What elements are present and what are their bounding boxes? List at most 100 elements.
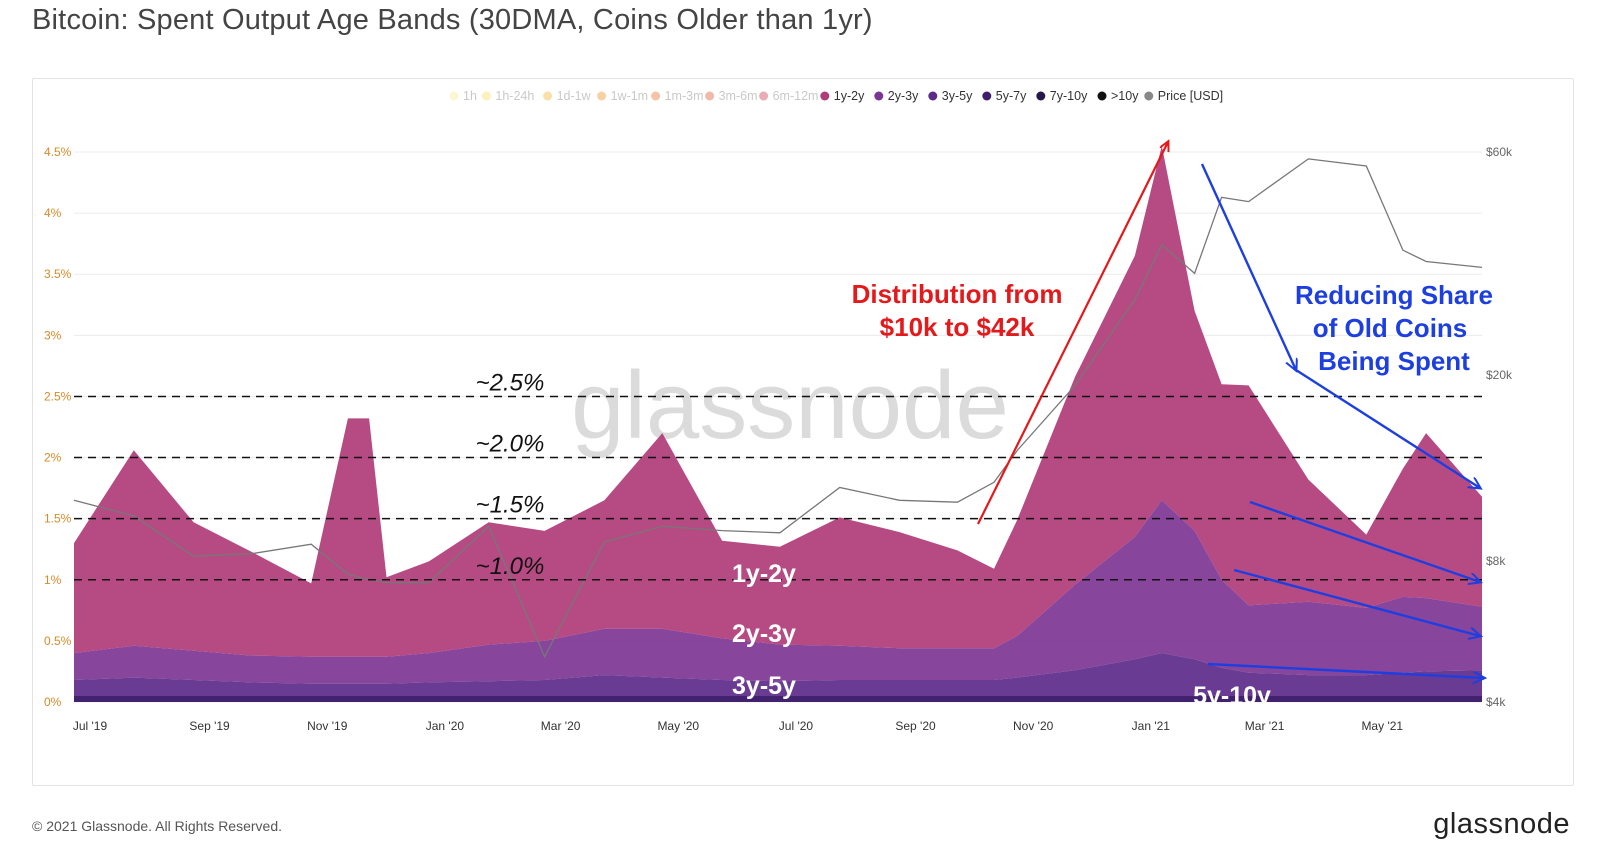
y-right-tick-label: $20k	[1486, 368, 1513, 382]
y-axis-left: 0% 0.5% 1% 1.5% 2% 2.5% 3% 3.5% 4% 4.5%	[44, 145, 72, 709]
x-tick-label: May '21	[1361, 719, 1403, 733]
y-tick-label: 3%	[44, 328, 62, 342]
legend-swatch	[874, 91, 884, 101]
x-tick-label: Mar '21	[1245, 719, 1285, 733]
legend-swatch	[982, 91, 992, 101]
legend-item: 5y-7y	[982, 89, 1027, 103]
x-tick-label: Sep '19	[189, 719, 230, 733]
x-tick-label: Jul '19	[73, 719, 108, 733]
legend-label: Price [USD]	[1158, 89, 1223, 103]
band-label: 5y-10y	[1193, 682, 1271, 710]
legend-label: 1m-3m	[665, 89, 704, 103]
reference-line-label: ~2.0%	[476, 431, 545, 458]
reducing-arrow	[1200, 163, 1296, 370]
legend-item: 1y-2y	[820, 89, 865, 103]
area-older-base	[74, 696, 1482, 702]
price-line	[73, 158, 1483, 659]
y-axis-right: $4k $8k $20k $60k	[1486, 145, 1513, 709]
y-tick-label: 0.5%	[44, 634, 72, 648]
legend-item: 1h-24h	[481, 89, 534, 103]
legend-label: 1y-2y	[834, 89, 865, 103]
reducing-label-line3: Being Spent	[1318, 346, 1470, 376]
area-1y-2y	[74, 145, 1482, 657]
legend-item: 3y-5y	[928, 89, 973, 103]
y-right-tick-label: $8k	[1486, 554, 1506, 568]
legend-item: 1d-1w	[543, 89, 592, 103]
band-label: 1y-2y	[732, 560, 796, 588]
x-tick-label: Jul '20	[779, 719, 814, 733]
y-tick-label: 4%	[44, 206, 62, 220]
x-tick-label: Nov '19	[307, 719, 348, 733]
legend-swatch	[928, 91, 938, 101]
legend-item: 1h	[449, 89, 477, 103]
y-tick-label: 3.5%	[44, 267, 72, 281]
legend-swatch	[481, 91, 491, 101]
y-tick-label: 1.5%	[44, 512, 72, 526]
reference-line-label: ~2.5%	[476, 369, 545, 396]
legend-label: 7y-10y	[1050, 89, 1088, 103]
legend-item: >10y	[1097, 89, 1139, 103]
legend-swatch	[1097, 91, 1107, 101]
distribution-arrow	[977, 142, 1168, 525]
legend-label: 1w-1m	[611, 89, 649, 103]
band-label: 2y-3y	[732, 620, 796, 648]
reducing-arrow	[1233, 568, 1480, 636]
legend-item: 1w-1m	[597, 89, 648, 103]
distribution-label-line1: Distribution from	[852, 279, 1063, 309]
price-line-group	[73, 158, 1483, 659]
legend-item: 3m-6m	[705, 89, 758, 103]
y-tick-label: 2%	[44, 451, 62, 465]
reducing-label-line1: Reducing Share	[1295, 280, 1493, 310]
x-axis: Jul '19 Sep '19 Nov '19 Jan '20 Mar '20 May '…	[73, 719, 1404, 733]
watermark: glassnode	[571, 352, 1009, 459]
legend-label: 3y-5y	[942, 89, 973, 103]
legend-swatch	[1036, 91, 1046, 101]
legend-swatch	[705, 91, 715, 101]
legend-label: 2y-3y	[888, 89, 919, 103]
reducing-label-line2: of Old Coins	[1313, 313, 1468, 343]
legend-swatch	[820, 91, 830, 101]
footer-copyright: © 2021 Glassnode. All Rights Reserved.	[32, 818, 283, 834]
x-tick-label: Jan '20	[426, 719, 465, 733]
y-tick-label: 4.5%	[44, 145, 72, 159]
band-label: 3y-5y	[732, 672, 796, 700]
legend-swatch	[759, 91, 769, 101]
legend-label: 1h	[463, 89, 477, 103]
y-tick-label: 1%	[44, 573, 62, 587]
legend-label: 5y-7y	[996, 89, 1027, 103]
distribution-label-line2: $10k to $42k	[880, 312, 1035, 342]
reference-lines: ~2.5% ~2.0% ~1.5% ~1.0%	[74, 369, 1482, 581]
reference-line-label: ~1.5%	[476, 492, 545, 519]
x-tick-label: Sep '20	[895, 719, 936, 733]
legend-item: Price [USD]	[1144, 89, 1223, 103]
reducing-arrow	[1249, 500, 1480, 582]
x-tick-label: Mar '20	[541, 719, 581, 733]
legend-swatch	[651, 91, 661, 101]
area-2y-3y	[74, 500, 1482, 684]
y-tick-label: 2.5%	[44, 389, 72, 403]
legend-label: 3m-6m	[719, 89, 758, 103]
legend-label: 6m-12m	[773, 89, 819, 103]
annotations: Distribution from$10k to $42k Reducing Sh…	[732, 142, 1493, 710]
x-tick-label: May '20	[657, 719, 699, 733]
stacked-areas	[74, 145, 1482, 702]
x-tick-label: Jan '21	[1132, 719, 1171, 733]
legend-swatch	[1144, 91, 1154, 101]
legend-item: 7y-10y	[1036, 89, 1088, 103]
legend-item: 2y-3y	[874, 89, 919, 103]
y-right-tick-label: $60k	[1486, 145, 1513, 159]
footer-brand-logo: glassnode	[1433, 808, 1570, 840]
y-tick-label: 0%	[44, 695, 62, 709]
reducing-arrow	[1207, 662, 1484, 678]
legend-label: 1d-1w	[557, 89, 592, 103]
legend-swatch	[543, 91, 553, 101]
reference-line-label: ~1.0%	[476, 553, 545, 580]
legend-swatch	[449, 91, 459, 101]
page-title: Bitcoin: Spent Output Age Bands (30DMA, …	[32, 4, 873, 36]
legend-label: >10y	[1111, 89, 1139, 103]
legend: 1h 1h-24h 1d-1w 1w-1m 1m-3m 3m-6m 6m-12m 1y-2y 2…	[449, 89, 1223, 103]
legend-label: 1h-24h	[495, 89, 534, 103]
reducing-arrow	[1295, 368, 1480, 488]
legend-swatch	[597, 91, 607, 101]
